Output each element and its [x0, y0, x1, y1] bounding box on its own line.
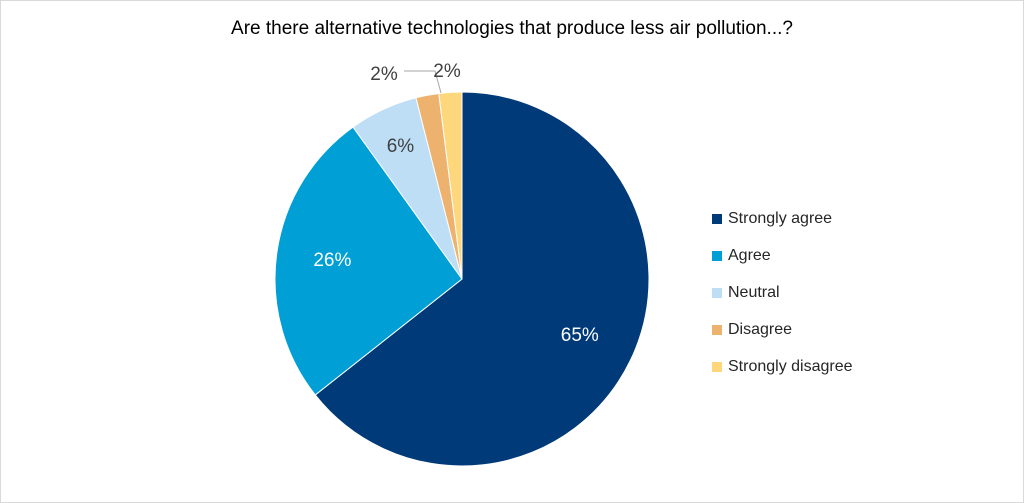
legend-swatch — [712, 213, 722, 224]
legend-swatch — [712, 361, 722, 372]
data-label-disagree: 2% — [370, 64, 398, 85]
legend-label: Strongly agree — [728, 209, 833, 227]
data-label-agree: 26% — [313, 250, 351, 271]
data-label-neutral: 6% — [387, 136, 415, 157]
legend-swatch — [712, 287, 722, 298]
legend-swatch — [712, 324, 722, 335]
legend-item-strongly-disagree: Strongly disagree — [712, 348, 853, 385]
data-label-strongly-disagree: 2% — [433, 61, 461, 82]
legend-label: Neutral — [728, 283, 780, 301]
leader-line — [404, 70, 442, 94]
chart-title: Are there alternative technologies that … — [231, 18, 793, 39]
legend-label: Disagree — [728, 320, 793, 338]
legend-swatch — [712, 250, 722, 261]
pie-slice-strongly-agree — [314, 91, 650, 467]
legend-label: Agree — [728, 246, 771, 264]
legend-label: Strongly disagree — [728, 357, 853, 375]
legend-item-neutral: Neutral — [712, 274, 853, 311]
legend-item-agree: Agree — [712, 237, 853, 274]
pie-slice-agree — [274, 126, 463, 396]
legend: Strongly agree Agree Neutral Disagree St… — [712, 200, 853, 385]
legend-item-disagree: Disagree — [712, 311, 853, 348]
pie-slice-strongly-disagree — [438, 91, 463, 280]
data-label-strongly-agree: 65% — [561, 325, 599, 346]
legend-item-strongly-agree: Strongly agree — [712, 200, 853, 237]
